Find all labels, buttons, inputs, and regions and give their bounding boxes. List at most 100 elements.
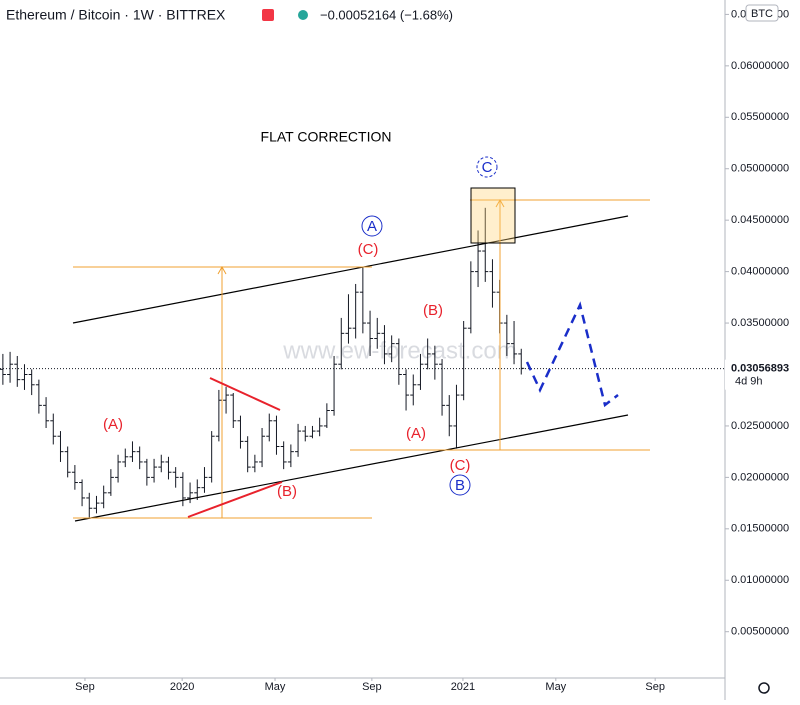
drawings bbox=[72, 156, 650, 522]
channel-upper bbox=[72, 215, 629, 324]
wave-label: (B) bbox=[277, 483, 297, 500]
ohlc-bar bbox=[93, 495, 100, 514]
ohlc-bar bbox=[158, 454, 165, 473]
currency-badge[interactable] bbox=[745, 4, 779, 22]
symbol-title: Ethereum / Bitcoin · 1W · BITTREX bbox=[6, 7, 226, 23]
ohlc-bar bbox=[446, 395, 453, 437]
ohlc-bar bbox=[215, 389, 222, 442]
ohlc-bar bbox=[172, 467, 179, 488]
y-tick-label: 0.03500000 bbox=[731, 317, 789, 329]
ohlc-bar bbox=[302, 425, 309, 442]
last-price-tag bbox=[725, 359, 800, 390]
ohlc-bar bbox=[460, 320, 467, 401]
wave-label: (C) bbox=[450, 457, 471, 474]
ohlc-bar bbox=[489, 259, 496, 308]
ohlc-bar bbox=[381, 325, 388, 365]
ohlc-bar bbox=[57, 431, 64, 462]
ohlc-bar bbox=[259, 427, 266, 468]
y-tick-label: 0.02500000 bbox=[731, 420, 789, 432]
ohlc-bar bbox=[316, 417, 323, 437]
arrow-head bbox=[217, 265, 227, 275]
ohlc-bar bbox=[410, 374, 417, 406]
ohlc-bar bbox=[417, 353, 424, 390]
wave-circle bbox=[476, 156, 498, 178]
ohlc-bar bbox=[28, 369, 35, 396]
ohlc-bar bbox=[86, 492, 93, 519]
ohlc-bar bbox=[208, 431, 215, 483]
ohlc-bar bbox=[374, 317, 381, 349]
flag-icon[interactable] bbox=[262, 9, 274, 21]
ohlc-bar bbox=[453, 384, 460, 449]
trend-line bbox=[187, 481, 283, 518]
x-tick-label: May bbox=[265, 681, 286, 693]
ohlc-bar bbox=[266, 413, 273, 442]
target-box bbox=[470, 187, 516, 244]
ohlc-bar bbox=[129, 441, 136, 462]
pattern-title: FLAT CORRECTION bbox=[261, 129, 392, 145]
ohlc-bar bbox=[439, 359, 446, 416]
ohlc-bar bbox=[136, 446, 143, 470]
ohlc-bar bbox=[482, 207, 489, 282]
ohlc-bar bbox=[165, 456, 172, 480]
ohlc-bar bbox=[107, 469, 114, 496]
ohlc-bar bbox=[280, 441, 287, 470]
last-price-label: 0.03056893 bbox=[731, 363, 789, 375]
wave-label: (A) bbox=[103, 416, 123, 433]
ohlc-bar bbox=[295, 423, 302, 457]
ohlc-bar bbox=[431, 345, 438, 380]
wave-label: B bbox=[455, 477, 465, 494]
ohlc-bar bbox=[71, 465, 78, 490]
projection-path bbox=[525, 301, 619, 408]
wave-circle bbox=[361, 215, 383, 237]
ohlc-bar bbox=[367, 310, 374, 356]
ohlc-bar bbox=[79, 479, 86, 507]
ohlc-bar bbox=[273, 415, 280, 455]
ohlc-bar bbox=[244, 436, 251, 473]
trend-line bbox=[209, 377, 281, 411]
ohlc-bar bbox=[475, 230, 482, 288]
ohlc-bar bbox=[7, 351, 14, 383]
status-dot bbox=[298, 10, 308, 20]
ohlc-bar bbox=[0, 353, 6, 385]
arrow-head bbox=[495, 198, 505, 208]
price-change: −0.00052164 (−1.68%) bbox=[320, 7, 453, 22]
ohlc-bar bbox=[287, 444, 294, 468]
ohlc-bar bbox=[511, 320, 518, 365]
ohlc-bar bbox=[403, 369, 410, 411]
currency-label: BTC bbox=[751, 8, 773, 20]
y-tick-label: 0.06000000 bbox=[731, 60, 789, 72]
ohlc-bar bbox=[359, 266, 366, 334]
ohlc-bar bbox=[331, 355, 338, 416]
x-tick-label: Sep bbox=[362, 681, 382, 693]
channel-lower bbox=[74, 414, 629, 522]
y-tick-label: 0.02000000 bbox=[731, 471, 789, 483]
y-tick-label: 0.00500000 bbox=[731, 626, 789, 638]
countdown-label: 4d 9h bbox=[735, 376, 763, 388]
gear[interactable] bbox=[758, 682, 770, 694]
ohlc-bar bbox=[230, 393, 237, 428]
x-tick-label: Sep bbox=[645, 681, 665, 693]
settings-icon[interactable] bbox=[758, 682, 770, 694]
y-tick-label: 0.05500000 bbox=[731, 111, 789, 123]
ohlc-bar bbox=[151, 458, 158, 483]
wave-label: A bbox=[367, 218, 377, 235]
ohlc-bar bbox=[338, 317, 345, 370]
ohlc-bar bbox=[251, 454, 258, 473]
ohlc-bar bbox=[35, 379, 42, 414]
wave-label: (C) bbox=[358, 241, 379, 258]
ohlc-bar bbox=[50, 413, 57, 445]
ohlc-bar bbox=[187, 482, 194, 504]
ohlc-bar bbox=[14, 355, 21, 387]
ohlc-bar bbox=[388, 335, 395, 363]
x-tick-label: 2021 bbox=[451, 681, 475, 693]
bars bbox=[0, 207, 725, 519]
ohlc-bar bbox=[424, 338, 431, 370]
ohlc-bar bbox=[237, 415, 244, 449]
y-tick-label: 0.01000000 bbox=[731, 574, 789, 586]
ohlc-bar bbox=[223, 386, 230, 414]
ohlc-bar bbox=[64, 446, 71, 478]
ohlc-bar bbox=[323, 403, 330, 428]
ohlc-bar bbox=[43, 397, 50, 428]
time-axis bbox=[0, 678, 725, 700]
